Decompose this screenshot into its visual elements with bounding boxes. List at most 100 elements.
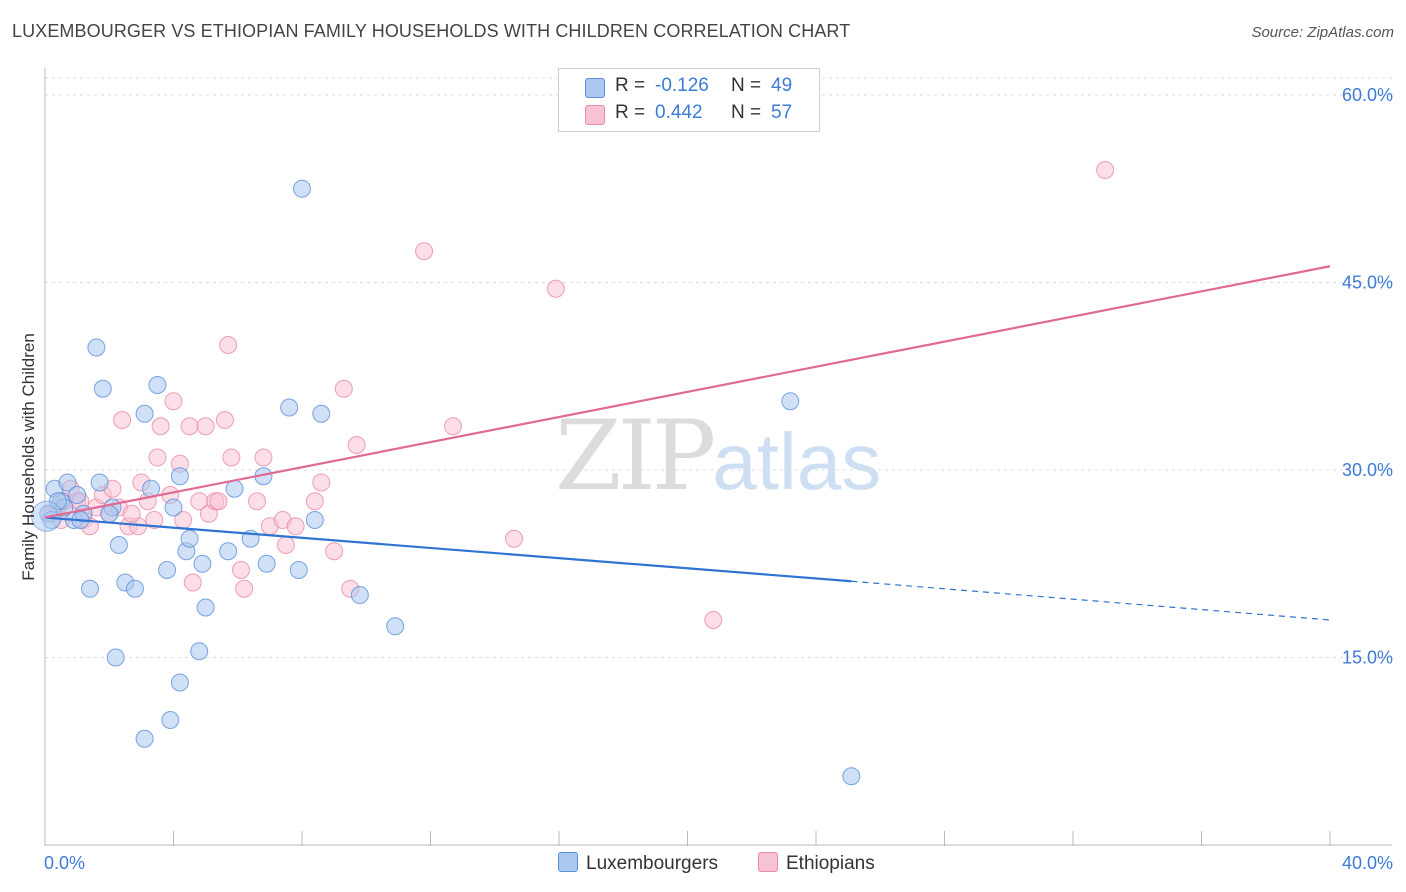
data-points <box>31 161 1115 786</box>
axes <box>44 68 1392 846</box>
data-point <box>183 573 202 592</box>
data-point <box>58 473 77 492</box>
x-tick-label: 40.0% <box>1342 853 1393 873</box>
trend-line-luxembourgers <box>44 516 852 583</box>
data-point <box>164 498 183 517</box>
data-point <box>164 392 183 411</box>
data-point <box>90 473 109 492</box>
data-point <box>196 598 215 617</box>
data-point <box>312 473 331 492</box>
legend-swatch-ethiopians <box>758 852 778 872</box>
trend-line-luxembourgers-extension <box>851 580 1331 621</box>
data-point <box>135 729 154 748</box>
data-point <box>113 411 132 429</box>
data-point <box>190 642 209 661</box>
data-point <box>276 536 295 554</box>
data-point <box>415 242 434 261</box>
legend-swatch-luxembourgers <box>558 852 578 872</box>
data-point <box>80 579 99 598</box>
data-point <box>235 579 254 598</box>
data-point <box>68 486 87 504</box>
x-tick-label: 0.0% <box>44 853 85 873</box>
data-point <box>196 417 215 436</box>
data-point <box>180 417 199 436</box>
data-point <box>305 511 324 529</box>
data-point <box>148 376 167 394</box>
bottom-legend-ethiopians[interactable]: Ethiopians <box>758 852 875 875</box>
data-point <box>106 648 125 667</box>
data-point <box>505 529 524 548</box>
data-point <box>231 561 250 579</box>
data-point <box>289 561 308 579</box>
data-point <box>1096 161 1115 179</box>
legend-swatch-ethiopians <box>585 105 605 125</box>
legend-r-label: R = <box>615 102 646 123</box>
watermark-zip: ZIP <box>555 400 716 512</box>
data-point <box>145 511 164 529</box>
watermark-atlas: atlas <box>712 417 882 506</box>
data-point <box>225 479 244 498</box>
data-point <box>170 673 189 692</box>
legend-label-luxembourgers: Luxembourgers <box>586 853 719 874</box>
correlation-legend: R = -0.126 N = 49 R = 0.442 N = 57 <box>558 68 820 132</box>
y-tick-label: 60.0% <box>1342 85 1393 105</box>
data-point <box>443 417 462 436</box>
data-point <box>842 767 861 786</box>
legend-label-ethiopians: Ethiopians <box>786 853 875 874</box>
data-point <box>386 617 405 636</box>
data-point <box>325 542 344 561</box>
y-tick-label: 30.0% <box>1342 460 1393 480</box>
data-point <box>93 379 112 398</box>
data-point <box>151 417 170 436</box>
legend-r-value: 0.442 <box>655 102 703 123</box>
data-point <box>180 529 199 548</box>
trend-lines <box>44 265 1331 621</box>
y-tick-label: 15.0% <box>1342 648 1393 668</box>
watermark: ZIPatlas <box>555 400 881 512</box>
trend-line-ethiopians <box>44 265 1331 519</box>
data-point <box>312 404 331 423</box>
legend-n-label: N = <box>731 75 762 96</box>
data-point <box>100 504 119 523</box>
data-point <box>158 561 177 579</box>
legend-r-label: R = <box>615 75 646 96</box>
data-point <box>704 611 723 629</box>
data-point <box>125 579 144 598</box>
data-point <box>334 379 353 398</box>
data-point <box>257 554 276 573</box>
chart-title: LUXEMBOURGER VS ETHIOPIAN FAMILY HOUSEHO… <box>12 21 851 41</box>
data-point <box>87 338 106 357</box>
data-point <box>219 542 238 561</box>
y-axis-title: Family Households with Children <box>19 333 38 581</box>
legend-n-value: 49 <box>771 75 793 96</box>
legend-n-label: N = <box>731 102 762 123</box>
data-point <box>135 404 154 423</box>
data-point <box>293 179 311 198</box>
data-point <box>248 492 267 511</box>
data-point <box>280 398 299 417</box>
bottom-legend-luxembourgers[interactable]: Luxembourgers <box>558 852 718 875</box>
data-point <box>170 467 189 486</box>
tick-labels: 15.0% 30.0% 45.0% 60.0% 0.0% 40.0% Family Hous… <box>19 85 1393 873</box>
data-point <box>781 392 800 411</box>
data-point <box>347 436 366 454</box>
data-point <box>148 448 167 467</box>
legend-n-value: 57 <box>771 102 793 123</box>
legend-r-value: -0.126 <box>655 75 709 96</box>
data-point <box>350 586 369 604</box>
data-point <box>122 504 141 523</box>
data-point <box>109 536 128 554</box>
data-point <box>193 554 212 573</box>
source-label: Source: ZipAtlas.com <box>1251 24 1394 41</box>
data-point <box>546 279 565 298</box>
data-point <box>215 411 234 429</box>
data-point <box>219 336 238 354</box>
data-point <box>209 492 228 511</box>
legend-swatch-luxembourgers <box>585 78 605 98</box>
y-tick-label: 45.0% <box>1342 273 1393 293</box>
data-point <box>305 492 324 511</box>
data-point <box>161 711 180 729</box>
data-point <box>286 517 305 536</box>
data-point <box>222 448 241 467</box>
